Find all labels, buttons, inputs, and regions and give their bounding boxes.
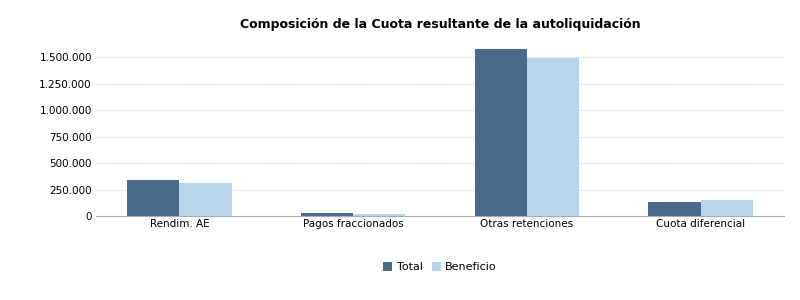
Bar	[353, 214, 406, 216]
Bar	[474, 49, 527, 216]
Bar	[649, 202, 701, 216]
Title: Composición de la Cuota resultante de la autoliquidación: Composición de la Cuota resultante de la…	[240, 18, 640, 31]
Bar	[701, 200, 753, 216]
Bar	[127, 180, 179, 216]
Legend: Total, Beneficio: Total, Beneficio	[382, 261, 498, 274]
Bar	[179, 183, 231, 216]
Bar	[527, 58, 579, 216]
Bar	[301, 213, 353, 216]
